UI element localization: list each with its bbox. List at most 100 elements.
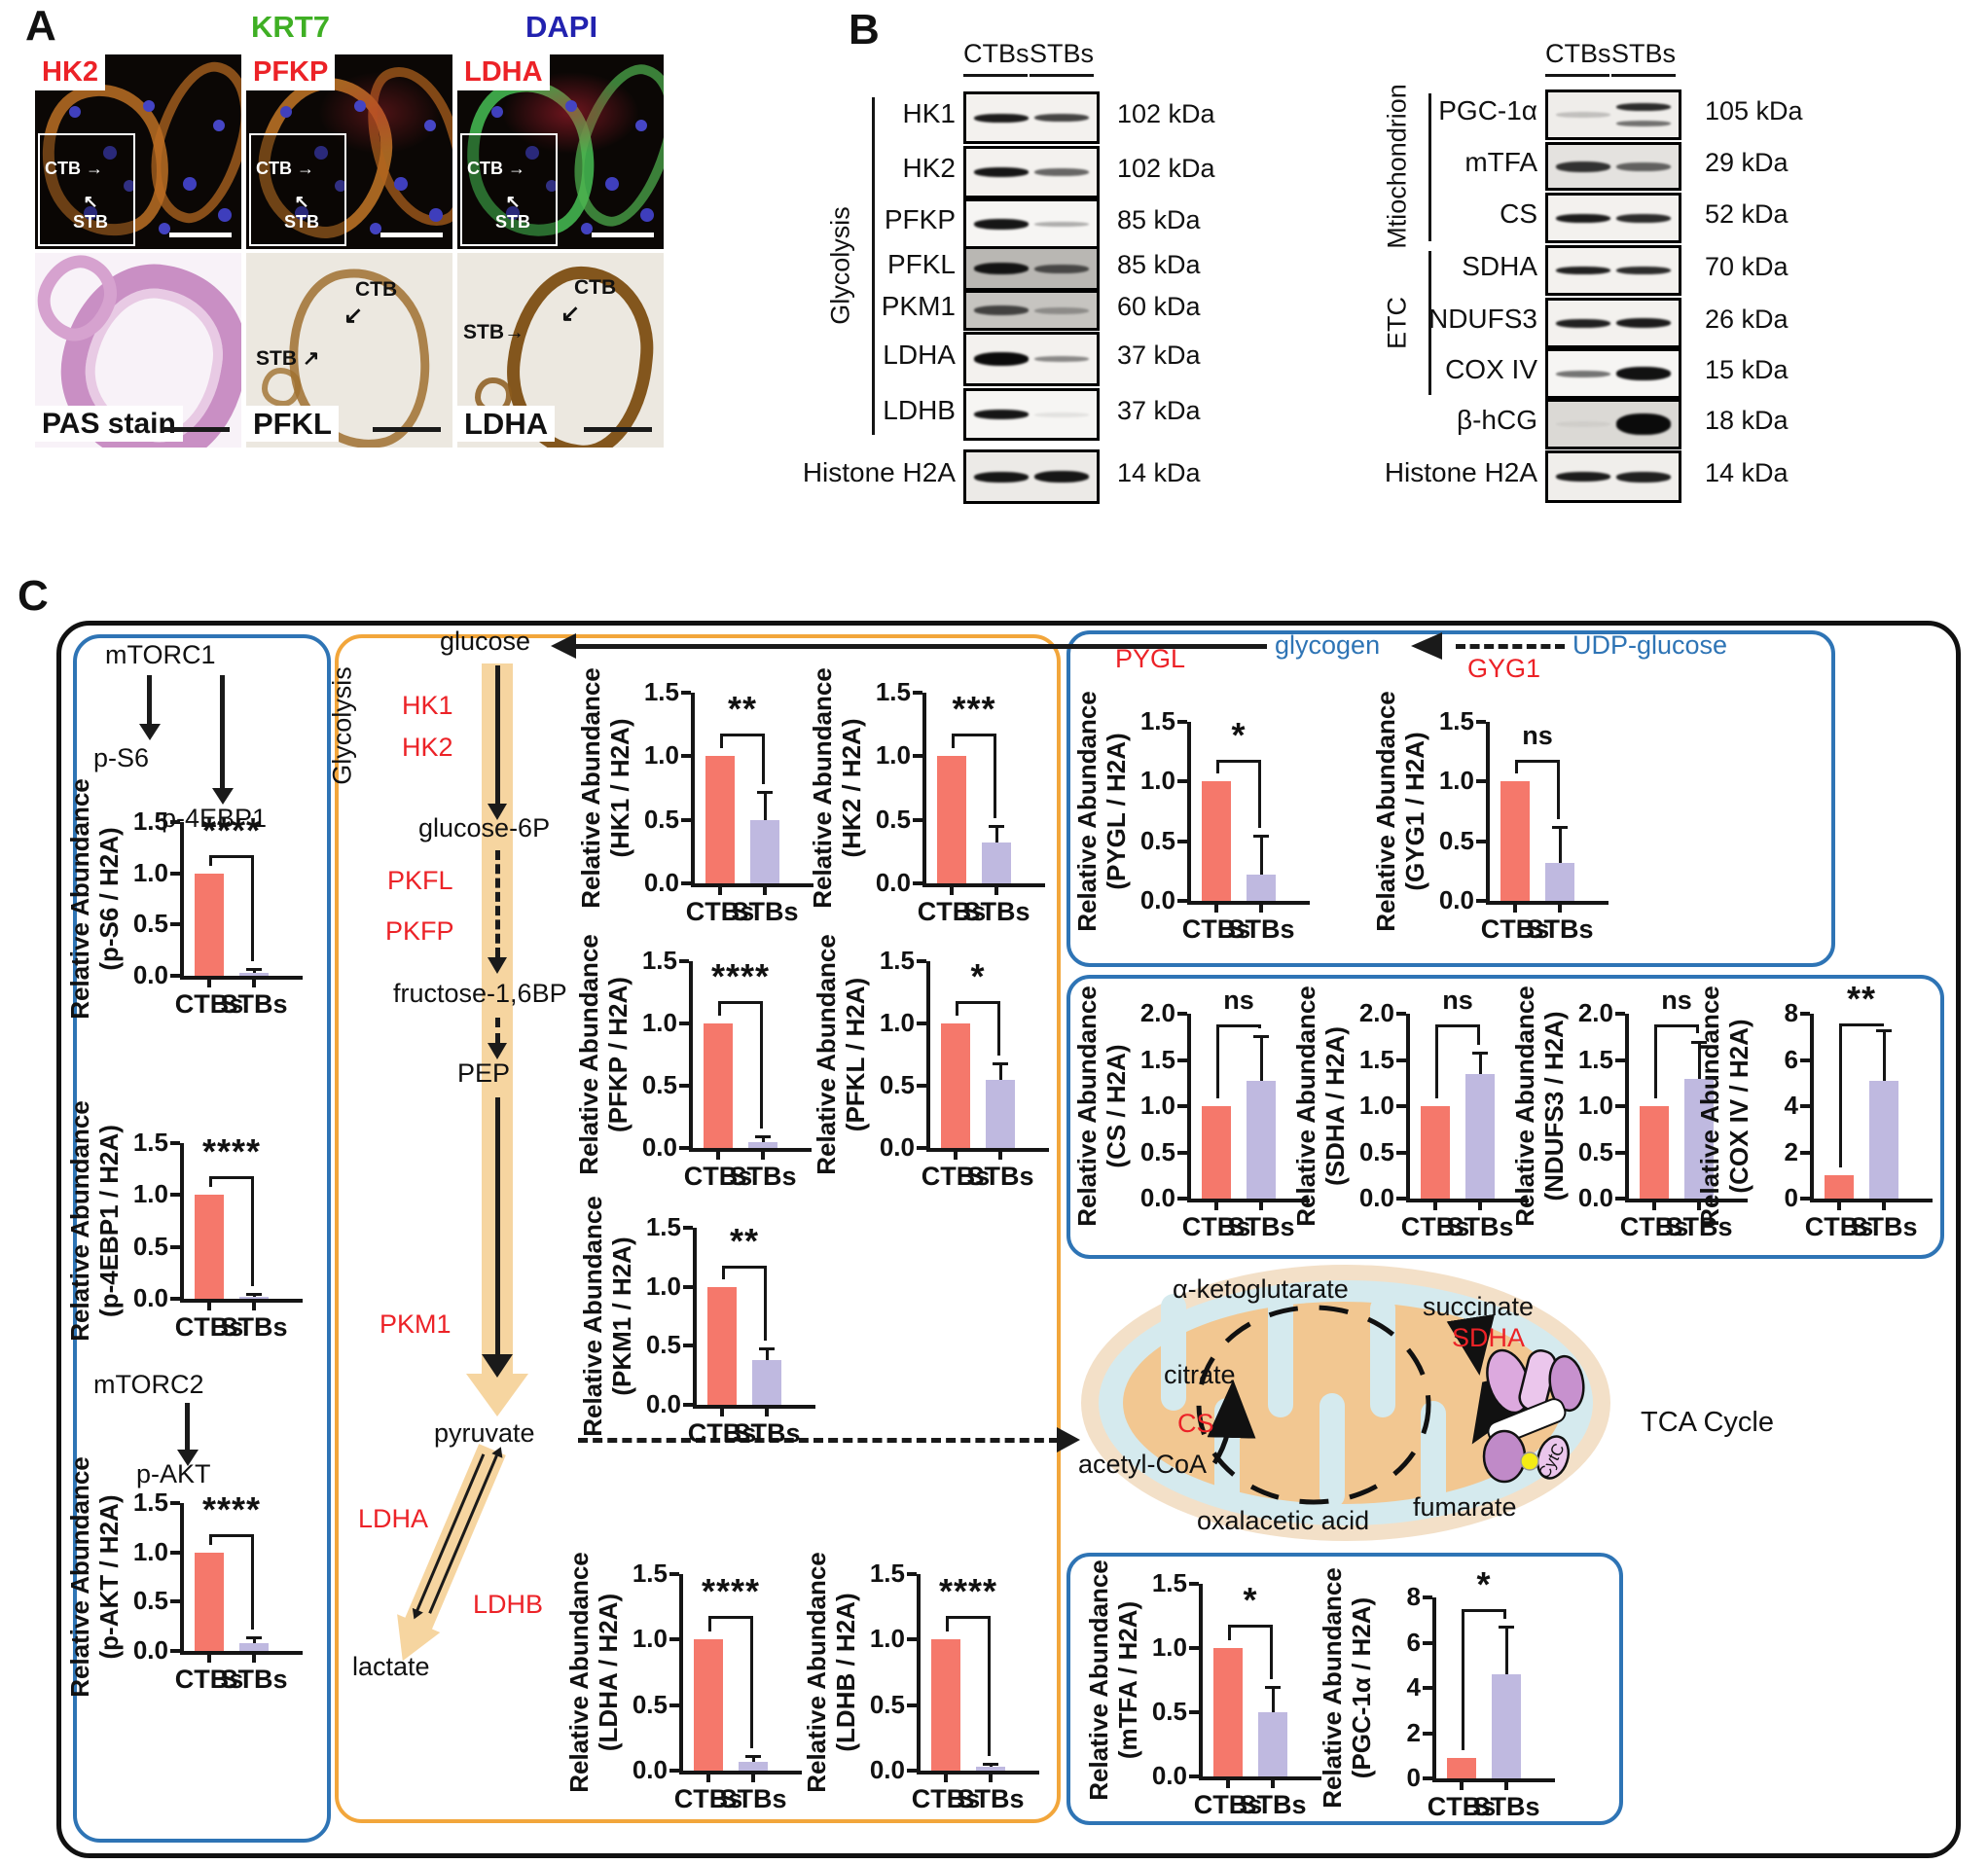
y-tick-mark bbox=[1800, 1197, 1810, 1201]
sig-bracket-leg bbox=[956, 1000, 958, 1016]
x-axis-hk1 bbox=[691, 883, 813, 887]
error-bar bbox=[994, 826, 998, 843]
blot-band-stb bbox=[1615, 103, 1671, 111]
if-marker-label-ldha: LDHA bbox=[457, 54, 550, 90]
scale-bar bbox=[584, 427, 652, 432]
x-category-label: CTBs bbox=[683, 1162, 753, 1191]
blot-kda-PKM1: 60 kDa bbox=[1117, 292, 1201, 321]
sig-bracket-leg bbox=[1258, 1024, 1261, 1028]
sig-bracket bbox=[1216, 760, 1261, 764]
sig-label: ns bbox=[1661, 986, 1692, 1016]
blot-kda-SDHA: 70 kDa bbox=[1705, 252, 1789, 281]
chart-ylabel-line: Relative Abundance bbox=[808, 667, 837, 909]
x-tick-mark bbox=[1558, 905, 1562, 913]
y-tick-label: 0.5 bbox=[875, 804, 911, 834]
chart-ylabel-line: Relative Abundance bbox=[65, 1456, 94, 1698]
y-tick-label: 1.5 bbox=[1151, 1568, 1187, 1597]
y-tick-label: 1.5 bbox=[645, 1212, 681, 1241]
y-tick-mark bbox=[669, 1637, 679, 1642]
y-tick-label: 1.0 bbox=[1139, 1091, 1175, 1120]
y-tick-mark bbox=[907, 1703, 917, 1707]
blot-kda-LDHA: 37 kDa bbox=[1117, 341, 1201, 370]
y-tick-label: 1.5 bbox=[132, 1488, 168, 1517]
blot-row-label-PFKL: PFKL bbox=[886, 249, 956, 279]
blot-image-β-hCG bbox=[1545, 399, 1681, 449]
arrow-g6p-f16bp bbox=[495, 850, 500, 957]
error-cap bbox=[1253, 1034, 1269, 1038]
blot-band-ctb bbox=[974, 305, 1030, 315]
blot-image-mTFA bbox=[1545, 142, 1681, 191]
bar-stbs bbox=[1545, 862, 1574, 901]
bar-stbs bbox=[986, 1079, 1015, 1148]
y-axis-hk2 bbox=[922, 693, 926, 887]
mtorc2-label: mTORC2 bbox=[93, 1370, 204, 1399]
y-tick-mark bbox=[1476, 899, 1486, 903]
chart-ylabel-line: Relative Abundance bbox=[65, 778, 94, 1020]
y-tick-label: 0.5 bbox=[869, 1689, 905, 1719]
chart-ylabel-line: Relative Abundance bbox=[578, 1196, 607, 1437]
blot-band-ctb bbox=[974, 113, 1030, 123]
arrow-head bbox=[488, 804, 507, 820]
y-tick-label: 1.0 bbox=[643, 740, 679, 771]
y-axis-p4ebp1 bbox=[180, 1143, 184, 1303]
blot-row-label-SDHA: SDHA bbox=[1462, 251, 1537, 281]
sig-bracket-leg bbox=[251, 1176, 254, 1286]
y-tick-label: 2 bbox=[1406, 1717, 1421, 1747]
costain-krt7-label: KRT7 bbox=[251, 10, 330, 44]
y-tick-mark bbox=[170, 1649, 180, 1653]
chart-ylabel-line: Relative Abundance bbox=[576, 667, 605, 909]
y-tick-mark bbox=[1800, 1012, 1810, 1016]
error-cap bbox=[1876, 1028, 1892, 1032]
hist-image-pfkl: CTB ↙ STB ↗ PFKL bbox=[246, 253, 452, 448]
ldhb-enzyme-label: LDHB bbox=[473, 1590, 544, 1619]
error-cap bbox=[1499, 1626, 1514, 1630]
chart-ylabel-line: Relative Abundance bbox=[1291, 986, 1320, 1227]
error-bar bbox=[1259, 1035, 1263, 1082]
y-tick-mark bbox=[679, 1084, 689, 1088]
if-marker-label-pfkp: PFKP bbox=[246, 54, 336, 90]
error-cap bbox=[983, 1763, 998, 1767]
hk2-enzyme-label: HK2 bbox=[402, 733, 453, 762]
mtorc1-label: mTORC1 bbox=[105, 640, 216, 669]
y-tick-label: 1.5 bbox=[643, 677, 679, 706]
y-tick-mark bbox=[683, 1403, 693, 1407]
blot-image-Histone H2A bbox=[963, 449, 1100, 504]
y-tick-label: 1.0 bbox=[132, 1536, 168, 1566]
x-category-label: STBs bbox=[957, 1784, 1025, 1813]
blot-band-stb bbox=[1615, 267, 1671, 274]
y-tick-mark bbox=[1615, 1104, 1625, 1108]
y-tick-label: 0.0 bbox=[132, 1283, 168, 1312]
y-tick-label: 0.0 bbox=[132, 1635, 168, 1665]
y-tick-mark bbox=[681, 881, 691, 885]
sig-label: *** bbox=[952, 688, 996, 729]
y-tick-label: 0.0 bbox=[132, 960, 168, 989]
y-tick-label: 1.5 bbox=[1438, 706, 1474, 735]
y-tick-mark bbox=[679, 959, 689, 963]
sig-bracket-leg bbox=[720, 733, 723, 749]
y-tick-label: 0.0 bbox=[645, 1389, 681, 1418]
bar-stbs bbox=[1465, 1073, 1495, 1199]
x-tick-mark bbox=[252, 1655, 256, 1663]
blot-band-stb bbox=[1033, 114, 1089, 122]
y-tick-label: 0.5 bbox=[1139, 825, 1175, 855]
sig-bracket-leg bbox=[1216, 1024, 1219, 1098]
if-image-ldha: LDHA CTB → ↖ STB bbox=[457, 54, 664, 249]
y-axis-pgc1a bbox=[1432, 1597, 1436, 1782]
error-bar bbox=[763, 791, 767, 820]
x-tick-mark bbox=[751, 1774, 755, 1782]
y-tick-mark bbox=[681, 691, 691, 695]
x-axis-cs bbox=[1187, 1199, 1310, 1202]
sig-bracket-leg bbox=[997, 1000, 1000, 1056]
blot-band-ctb bbox=[974, 263, 1030, 274]
error-bar bbox=[252, 1636, 256, 1643]
arrow-downleft-icon: ↙ bbox=[343, 303, 364, 329]
y-axis-gyg1 bbox=[1486, 722, 1490, 905]
x-tick-mark bbox=[207, 1655, 211, 1663]
bracket-line bbox=[872, 97, 875, 435]
tca-cycle-title: TCA Cycle bbox=[1641, 1407, 1774, 1438]
x-tick-mark bbox=[706, 1774, 710, 1782]
x-tick-mark bbox=[1214, 1202, 1218, 1210]
x-tick-mark bbox=[765, 1409, 769, 1416]
arrow-down bbox=[185, 1403, 190, 1450]
blot-band-ctb bbox=[974, 471, 1030, 483]
